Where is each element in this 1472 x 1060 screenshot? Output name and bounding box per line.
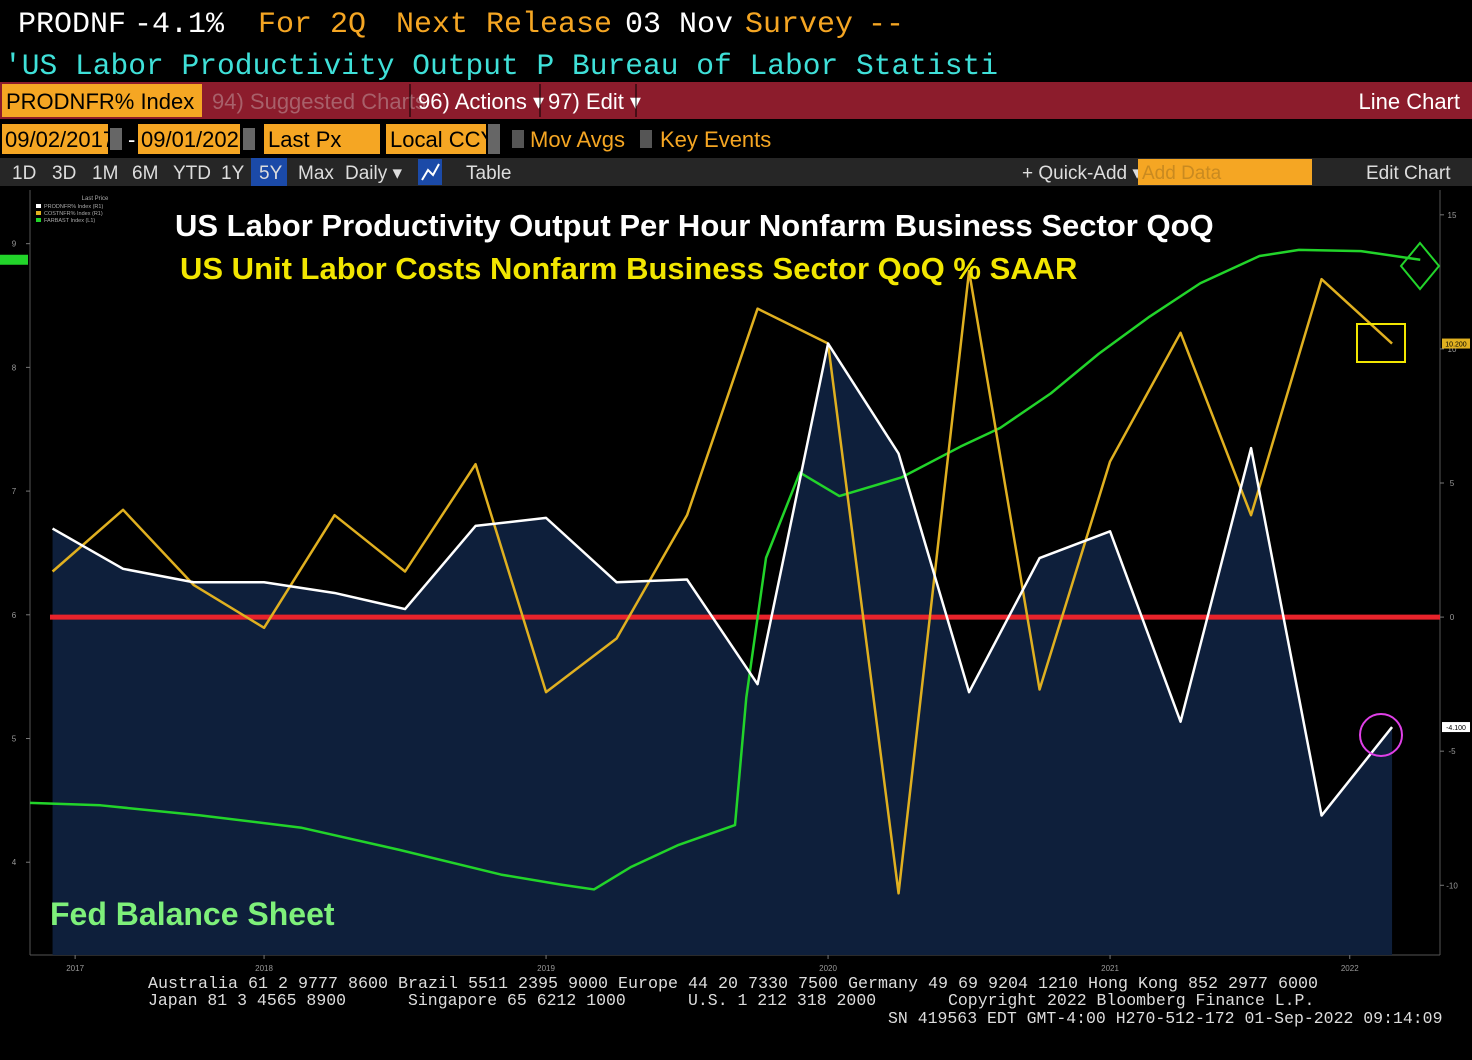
x-tick-label: 2017 — [66, 964, 84, 973]
currency[interactable]: Local CCY — [390, 127, 495, 152]
legend-title: Last Price — [82, 196, 109, 202]
y2-tick-label: 0 — [1450, 613, 1455, 622]
area — [52, 343, 1393, 956]
actions-menu[interactable]: 96) Actions ▾ — [418, 89, 544, 114]
last-value-tag — [0, 254, 28, 265]
end-date-field[interactable] — [138, 124, 240, 154]
dropdown[interactable] — [488, 124, 500, 154]
x-tick-label: 2021 — [1101, 964, 1119, 973]
release-date: 03 Nov — [625, 8, 733, 42]
start-date-field[interactable] — [2, 124, 108, 154]
date-dash: - — [128, 127, 135, 152]
price-field[interactable] — [264, 124, 380, 154]
highlight-box — [1356, 323, 1406, 363]
price-field-text[interactable]: Last Px — [268, 127, 341, 152]
y-tick-label: 5 — [12, 735, 17, 744]
period-tab[interactable]: 5Y — [259, 163, 283, 184]
security[interactable]: PRODNFR% Index — [6, 89, 194, 114]
survey-label: Survey — [745, 8, 853, 42]
edit-menu[interactable]: 97) Edit ▾ — [548, 89, 641, 114]
highlight-diamond — [1399, 241, 1441, 291]
legend-label: COSTNFR% Index (R1) — [44, 211, 103, 217]
y2-tick-label: 5 — [1450, 479, 1455, 488]
checkbox[interactable] — [640, 130, 652, 148]
end-date[interactable]: 09/01/2022 — [141, 127, 251, 152]
key-events[interactable]: Key Events — [660, 127, 771, 152]
legend-swatch — [36, 211, 41, 215]
chart-icon-glyph — [421, 163, 440, 181]
description: 'US Labor Productivity Output P Bureau o… — [4, 50, 998, 84]
checkbox[interactable] — [512, 130, 524, 148]
period-tab[interactable]: YTD — [173, 163, 211, 184]
y-tick-label: 7 — [12, 487, 17, 496]
survey-value: -- — [868, 8, 904, 42]
footer-line: Singapore 65 6212 1000 — [408, 991, 626, 1010]
footer: Australia 61 2 9777 8600 Brazil 5511 239… — [148, 974, 1443, 1028]
series-line — [29, 248, 1421, 891]
plot: 9 8 7 6 5 4 15 10 5 0 -5 -10 2017 2018 2019 2020 2021 202… — [0, 204, 1470, 973]
y2-tick-label: 15 — [1448, 211, 1457, 220]
ticker: PRODNF — [18, 8, 126, 42]
period-selected — [251, 158, 287, 186]
security-field[interactable] — [2, 84, 202, 117]
period-tab[interactable]: 1Y — [221, 163, 245, 184]
last-value-label: 10.200 — [1445, 342, 1467, 349]
y2-tick-label: -10 — [1446, 881, 1458, 890]
mov-avgs[interactable]: Mov Avgs — [530, 127, 625, 152]
change: -4.1% — [134, 8, 225, 42]
start-date[interactable]: 09/02/2017 — [5, 127, 115, 152]
period-tab[interactable]: 3D — [52, 163, 76, 184]
footer-line: Australia 61 2 9777 8600 Brazil 5511 239… — [148, 974, 1318, 993]
quick-add[interactable]: + Quick-Add ▾ — [1022, 163, 1142, 184]
period-tab[interactable]: Max — [298, 163, 334, 184]
periods: 1D 3D 1M 6M YTD 1Y 5Y Max Daily ▾ Table … — [12, 163, 1451, 184]
period: For 2Q — [258, 8, 366, 42]
series-line — [51, 269, 1393, 895]
chart-title: US Labor Productivity Output Per Hour No… — [175, 208, 1214, 243]
annotation: Fed Balance Sheet — [50, 896, 335, 932]
footer-line: Japan 81 3 4565 8900 — [148, 991, 346, 1010]
last-value-label: -4.100 — [1446, 725, 1466, 732]
frequency[interactable]: Daily ▾ — [345, 163, 403, 184]
last-value-tag — [1442, 338, 1470, 349]
legend-label: FARBAST Index (L1) — [44, 218, 95, 224]
y2-tick-label: 10 — [1448, 345, 1457, 354]
highlight-circle — [1359, 713, 1403, 757]
legend-label: PRODNFR% Index (R1) — [44, 204, 103, 210]
footer-line: U.S. 1 212 318 2000 — [688, 991, 876, 1010]
period-tab[interactable]: 6M — [132, 163, 158, 184]
footer-line: Copyright 2022 Bloomberg Finance L.P. — [948, 991, 1314, 1010]
header: PRODNF -4.1% For 2Q Next Release 03 Nov … — [4, 8, 998, 84]
legend-swatch — [36, 218, 41, 222]
x-tick-label: 2018 — [255, 964, 273, 973]
period-tab[interactable]: 1D — [12, 163, 36, 184]
x-tick-label: 2019 — [537, 964, 555, 973]
add-data-field[interactable] — [1138, 159, 1312, 185]
series-line — [51, 342, 1394, 817]
toolbar-bar — [0, 82, 1472, 119]
footer-line: SN 419563 EDT GMT-4:00 H270-512-172 01-S… — [888, 1009, 1443, 1028]
last-value-tag — [1442, 722, 1470, 733]
chart-type[interactable]: Line Chart — [1358, 89, 1460, 114]
y-tick-label: 9 — [12, 240, 17, 249]
legend-swatch — [36, 204, 41, 208]
chart-subtitle: US Unit Labor Costs Nonfarm Business Sec… — [180, 251, 1077, 286]
x-tick-label: 2022 — [1341, 964, 1359, 973]
release-label: Next Release — [396, 8, 612, 42]
y2-tick-label: -5 — [1448, 747, 1456, 756]
x-tick-label: 2020 — [819, 964, 837, 973]
period-tab[interactable]: 1M — [92, 163, 118, 184]
table-tab[interactable]: Table — [466, 163, 511, 184]
calendar-icon[interactable] — [243, 128, 255, 150]
y-tick-label: 6 — [12, 611, 17, 620]
y-tick-label: 8 — [12, 363, 17, 372]
add-data[interactable]: Add Data — [1142, 163, 1222, 184]
edit-chart[interactable]: Edit Chart — [1366, 163, 1451, 184]
calendar-icon[interactable] — [110, 128, 122, 150]
suggested-charts[interactable]: 94) Suggested Charts — [212, 89, 426, 114]
currency-field[interactable] — [386, 124, 486, 154]
y-tick-label: 4 — [12, 858, 17, 867]
